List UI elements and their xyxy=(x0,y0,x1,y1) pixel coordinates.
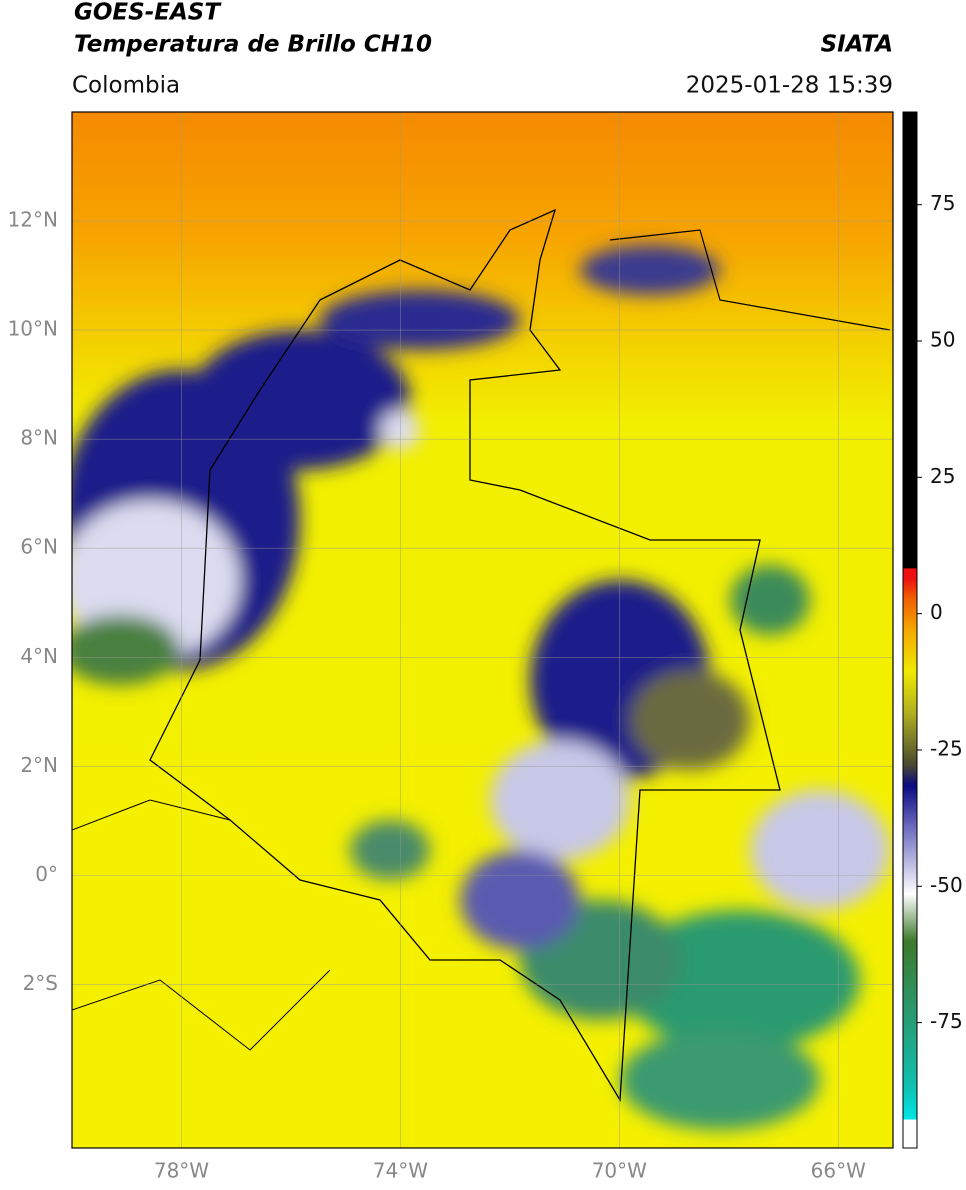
timestamp: 2025-01-28 15:39 xyxy=(686,73,893,99)
y-tick-label: 2°S xyxy=(23,971,58,995)
source: SIATA xyxy=(821,32,893,58)
x-tick-label: 66°W xyxy=(811,1159,866,1183)
colorbar xyxy=(902,111,918,1149)
colorbar-tick-label: 50 xyxy=(930,328,955,352)
y-tick-label: 8°N xyxy=(20,426,58,450)
y-tick-label: 4°N xyxy=(20,644,58,668)
x-tick-label: 78°W xyxy=(154,1159,209,1183)
y-tick-label: 2°N xyxy=(20,753,58,777)
y-tick-label: 12°N xyxy=(8,208,58,232)
colorbar-tick-label: 25 xyxy=(930,464,955,488)
y-tick-label: 6°N xyxy=(20,535,58,559)
satellite-image xyxy=(72,112,893,1148)
x-tick-label: 70°W xyxy=(592,1159,647,1183)
colorbar-tick-label: 0 xyxy=(930,600,943,624)
colorbar-tick-label: -50 xyxy=(930,873,963,897)
x-tick-label: 74°W xyxy=(373,1159,428,1183)
title: GOES-EAST xyxy=(74,0,222,26)
y-tick-label: 10°N xyxy=(8,317,58,341)
region: Colombia xyxy=(72,73,180,99)
colorbar-tick-label: 75 xyxy=(930,191,955,215)
colorbar-tick-label: -25 xyxy=(930,736,963,760)
y-tick-label: 0° xyxy=(35,862,58,886)
map-frame xyxy=(71,111,894,1149)
colorbar-tick-label: -75 xyxy=(930,1009,963,1033)
subtitle: Temperatura de Brillo CH10 xyxy=(74,32,432,58)
